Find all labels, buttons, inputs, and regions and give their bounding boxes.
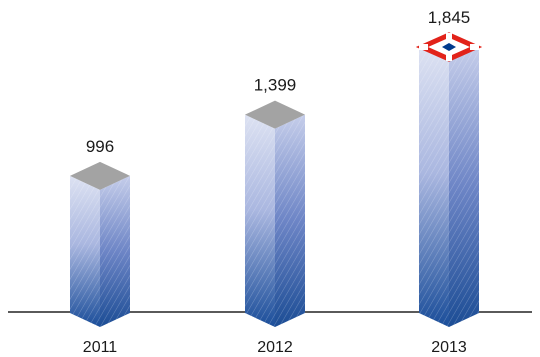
bar-top-cap bbox=[70, 161, 130, 190]
bar-side-texture bbox=[449, 47, 479, 327]
category-label-2012: 2012 bbox=[257, 339, 293, 356]
bar-top-cap bbox=[245, 100, 305, 129]
bar-front-texture bbox=[245, 114, 275, 327]
bars-group: 996 2011 1,399 2012 1,845 2013 bbox=[70, 8, 483, 356]
bar-2013: 1,845 2013 bbox=[415, 8, 483, 356]
value-label-2012: 1,399 bbox=[254, 76, 297, 95]
category-label-2013: 2013 bbox=[431, 339, 467, 356]
value-label-2013: 1,845 bbox=[428, 8, 471, 27]
bar-2011: 996 2011 bbox=[70, 137, 130, 356]
category-label-2011: 2011 bbox=[83, 339, 118, 356]
hexagon-logo-icon bbox=[415, 32, 483, 62]
bar-side-texture bbox=[275, 114, 305, 327]
bar-front-texture bbox=[70, 175, 100, 327]
bar-front-texture bbox=[419, 47, 449, 327]
bar-2012: 1,399 2012 bbox=[245, 76, 305, 356]
bar-side-texture bbox=[100, 175, 130, 327]
value-label-2011: 996 bbox=[86, 137, 114, 156]
